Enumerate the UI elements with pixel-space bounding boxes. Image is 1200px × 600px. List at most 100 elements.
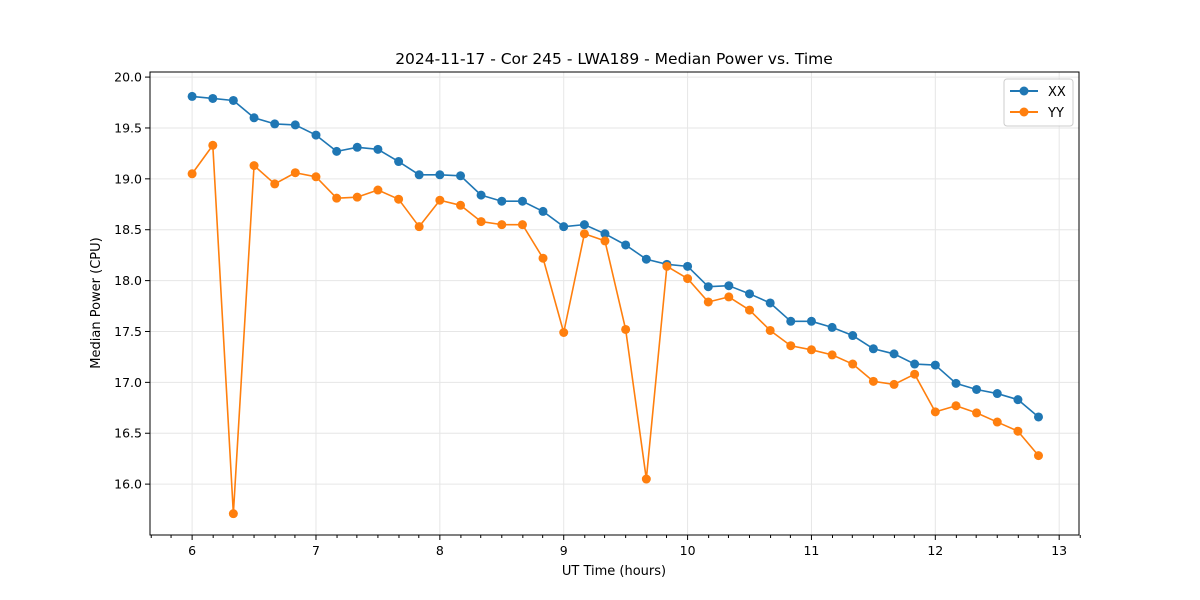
data-point-xx: [972, 384, 982, 394]
x-tick-label: 8: [436, 543, 444, 558]
data-point-xx: [476, 190, 486, 200]
data-point-xx: [930, 360, 940, 370]
data-point-yy: [745, 305, 755, 315]
data-point-yy: [600, 236, 610, 246]
data-point-xx: [765, 298, 775, 308]
data-point-xx: [600, 229, 610, 239]
data-point-yy: [786, 341, 796, 351]
data-point-xx: [497, 196, 507, 206]
y-tick-label: 16.5: [114, 426, 142, 441]
data-point-xx: [745, 289, 755, 299]
data-point-yy: [187, 169, 197, 179]
data-point-yy: [827, 350, 837, 360]
legend-label-yy: YY: [1047, 106, 1064, 121]
y-axis-label: Median Power (CPU): [89, 237, 104, 368]
series-xx: [187, 91, 1043, 422]
x-tick-label: 12: [927, 543, 943, 558]
data-point-xx: [703, 282, 713, 292]
series-layer: [187, 91, 1043, 519]
data-point-yy: [332, 193, 342, 203]
data-point-xx: [579, 220, 589, 230]
data-point-xx: [827, 322, 837, 332]
data-point-yy: [579, 229, 589, 239]
data-point-xx: [249, 113, 259, 123]
data-point-xx: [806, 316, 816, 326]
data-point-xx: [1033, 412, 1043, 422]
x-tick-label: 6: [188, 543, 196, 558]
data-point-xx: [1013, 395, 1023, 405]
data-point-xx: [621, 240, 631, 250]
data-point-yy: [972, 408, 982, 418]
grid-lines: [150, 72, 1079, 535]
data-point-xx: [187, 91, 197, 101]
data-point-xx: [848, 331, 858, 341]
data-point-xx: [910, 359, 920, 369]
data-point-yy: [497, 220, 507, 230]
data-point-xx: [414, 170, 424, 180]
data-point-yy: [683, 274, 693, 284]
data-point-yy: [724, 292, 734, 302]
data-point-yy: [1033, 451, 1043, 461]
data-point-xx: [683, 261, 693, 271]
data-point-yy: [559, 328, 569, 338]
data-point-yy: [517, 220, 527, 230]
x-tick-label: 11: [803, 543, 819, 558]
x-tick-label: 13: [1051, 543, 1067, 558]
data-point-yy: [373, 185, 383, 195]
legend-label-xx: XX: [1048, 85, 1066, 100]
y-tick-label: 18.5: [114, 222, 142, 237]
data-point-yy: [270, 179, 280, 189]
data-point-yy: [806, 345, 816, 355]
data-point-yy: [394, 194, 404, 204]
data-point-xx: [394, 157, 404, 167]
x-tick-label: 7: [312, 543, 320, 558]
x-tick-label: 9: [560, 543, 568, 558]
y-tick-label: 19.0: [114, 171, 142, 186]
data-point-xx: [290, 120, 300, 130]
data-point-yy: [1013, 426, 1023, 436]
data-point-xx: [559, 222, 569, 232]
data-point-yy: [228, 509, 238, 519]
y-tick-label: 17.5: [114, 324, 142, 339]
data-point-yy: [848, 359, 858, 369]
data-point-yy: [311, 172, 321, 182]
data-point-yy: [249, 161, 259, 171]
legend: XX YY: [1003, 78, 1074, 127]
data-point-yy: [992, 417, 1002, 427]
data-point-xx: [992, 389, 1002, 399]
y-tick-label: 19.5: [114, 120, 142, 135]
data-point-yy: [435, 195, 445, 205]
data-point-xx: [538, 206, 548, 216]
data-point-yy: [910, 369, 920, 379]
data-point-yy: [662, 261, 672, 271]
data-point-yy: [621, 324, 631, 334]
data-point-yy: [930, 407, 940, 417]
data-point-yy: [538, 253, 548, 263]
data-point-yy: [868, 376, 878, 386]
legend-marker-yy: [1019, 107, 1029, 117]
legend-marker-xx: [1019, 86, 1029, 96]
data-point-yy: [889, 379, 899, 389]
data-point-yy: [456, 200, 466, 210]
data-point-yy: [208, 140, 218, 150]
y-tick-label: 18.0: [114, 273, 142, 288]
data-point-yy: [414, 222, 424, 232]
y-tick-label: 16.0: [114, 477, 142, 492]
data-point-xx: [456, 171, 466, 181]
data-point-yy: [703, 297, 713, 307]
data-point-xx: [352, 142, 362, 152]
data-point-yy: [765, 325, 775, 335]
x-axis-label: UT Time (hours): [562, 564, 666, 579]
data-point-xx: [951, 378, 961, 388]
data-point-xx: [641, 254, 651, 264]
data-point-xx: [724, 281, 734, 291]
data-point-xx: [311, 130, 321, 140]
data-point-yy: [290, 168, 300, 178]
series-yy: [187, 140, 1043, 519]
data-point-xx: [868, 344, 878, 354]
data-point-xx: [208, 93, 218, 103]
data-point-xx: [786, 316, 796, 326]
data-point-xx: [435, 170, 445, 180]
